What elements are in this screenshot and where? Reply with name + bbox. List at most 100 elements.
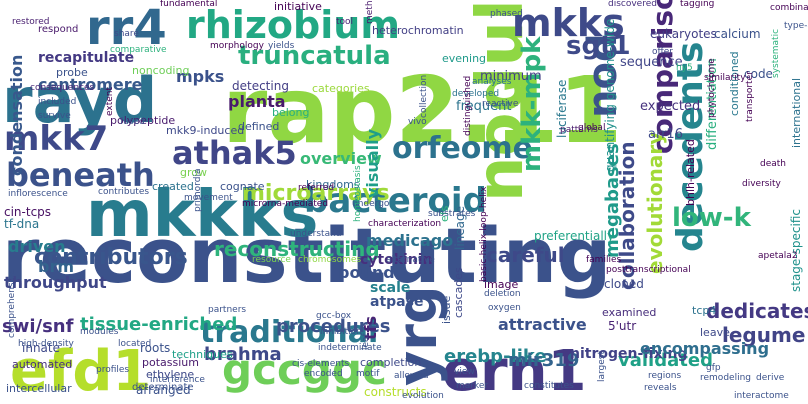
word: rhizobium [186, 3, 400, 47]
word: frequent [456, 99, 511, 114]
word: deletion [484, 289, 521, 299]
word: regions [648, 371, 681, 381]
word: evolutionary [643, 132, 667, 274]
word: survive [38, 111, 71, 121]
word: basic-helix-loop-helix [479, 186, 489, 282]
word: largest [597, 351, 607, 382]
word: preferentially [534, 229, 614, 243]
word: marker [456, 381, 488, 391]
word: polypeptide [110, 114, 175, 127]
word: validated [618, 350, 713, 371]
word: movement [184, 193, 233, 203]
word: arranged [136, 383, 191, 397]
word: bacteroid [304, 181, 487, 221]
word: yrg [386, 286, 449, 387]
word: microarrays [242, 181, 390, 206]
word: traditional [200, 315, 378, 350]
word: visually [363, 128, 382, 198]
word: allowed [394, 371, 429, 381]
word: completion [360, 356, 421, 369]
word: restored [12, 17, 50, 27]
word: constructs [364, 385, 427, 399]
word: patterns [560, 125, 598, 135]
word: scale [370, 280, 410, 296]
word: mir319 [508, 350, 579, 371]
word: microrna-mediated [242, 199, 328, 209]
word: mkk7 [4, 119, 108, 159]
word: apetala2 [758, 251, 798, 261]
word: tf-dna [4, 217, 39, 231]
word: bound [338, 263, 395, 282]
word: method [365, 0, 375, 24]
word: inhibition [320, 327, 362, 337]
word: diversity [742, 179, 781, 189]
word: kingdoms [306, 178, 360, 191]
word: code [744, 67, 773, 81]
word: undergo [352, 199, 390, 209]
word: recapitulate [38, 50, 134, 66]
word: reactive [482, 99, 519, 109]
word: tagging [680, 0, 714, 9]
word: interference [150, 375, 205, 385]
word: leaf [361, 332, 371, 350]
word: view [454, 367, 475, 377]
word: partners [208, 305, 246, 315]
word: atpase [370, 294, 423, 310]
word: minimum [480, 69, 542, 84]
word: 5'utr [608, 319, 636, 333]
word: constitutes [524, 381, 574, 391]
word: respond [38, 24, 78, 35]
word: roots [140, 341, 170, 355]
word: primordia [193, 169, 203, 212]
word: lineage [453, 206, 467, 250]
word: nod [580, 33, 626, 118]
word: noncoding [132, 64, 189, 77]
word: detecting [232, 79, 289, 93]
word: expected [640, 99, 700, 114]
word: evening [442, 52, 486, 65]
word: categories [312, 82, 370, 95]
word: rayd [2, 64, 157, 137]
word: initiative [274, 0, 322, 13]
word: morphology [210, 41, 265, 51]
word: phased [490, 9, 523, 19]
word: analyses [472, 77, 512, 87]
word: oxygen [488, 303, 521, 313]
word: death [760, 159, 786, 169]
word: mpks [176, 67, 224, 86]
word: indeterminate [318, 343, 382, 353]
word: homeostasis [353, 165, 363, 222]
word: condensation [7, 55, 26, 176]
word: cascades [452, 267, 465, 318]
word: swi/snf [2, 316, 74, 337]
word: issue [440, 296, 453, 324]
word: understand [290, 229, 342, 239]
word: low-k [672, 203, 752, 233]
word: driven [8, 237, 66, 256]
word: referred [298, 183, 334, 193]
word: discovered [608, 0, 657, 9]
word: similarity [704, 73, 746, 83]
word: throughput [4, 273, 107, 292]
word: medicago [366, 231, 453, 250]
word: developed [452, 89, 499, 99]
word: systematic [771, 29, 781, 78]
word: sequence [620, 55, 683, 70]
word: sgt1 [566, 31, 631, 61]
word: techniques [172, 348, 233, 361]
word: megabases [602, 143, 623, 258]
word: comparison [646, 0, 679, 154]
word: mkk9-induced [166, 124, 244, 137]
word: mkk-mpk [517, 36, 547, 172]
word: created [152, 180, 194, 193]
word: encompassing [640, 339, 769, 358]
word: combinations [770, 3, 808, 13]
word: legume [722, 323, 805, 347]
word: cis-elements [292, 359, 349, 369]
word: truncatula [238, 41, 391, 71]
word: grow [180, 166, 207, 179]
word: nitrogen-fixing [570, 346, 687, 362]
word: conditioned [728, 51, 741, 116]
word: brm [38, 257, 74, 276]
